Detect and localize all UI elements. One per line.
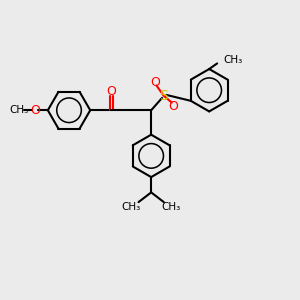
- Text: CH₃: CH₃: [10, 105, 29, 115]
- Text: O: O: [106, 85, 116, 98]
- Text: O: O: [150, 76, 160, 89]
- Text: CH₃: CH₃: [223, 56, 242, 65]
- Text: S: S: [159, 88, 168, 103]
- Text: O: O: [168, 100, 178, 112]
- Text: O: O: [31, 104, 40, 117]
- Text: CH₃: CH₃: [161, 202, 181, 212]
- Text: CH₃: CH₃: [122, 202, 141, 212]
